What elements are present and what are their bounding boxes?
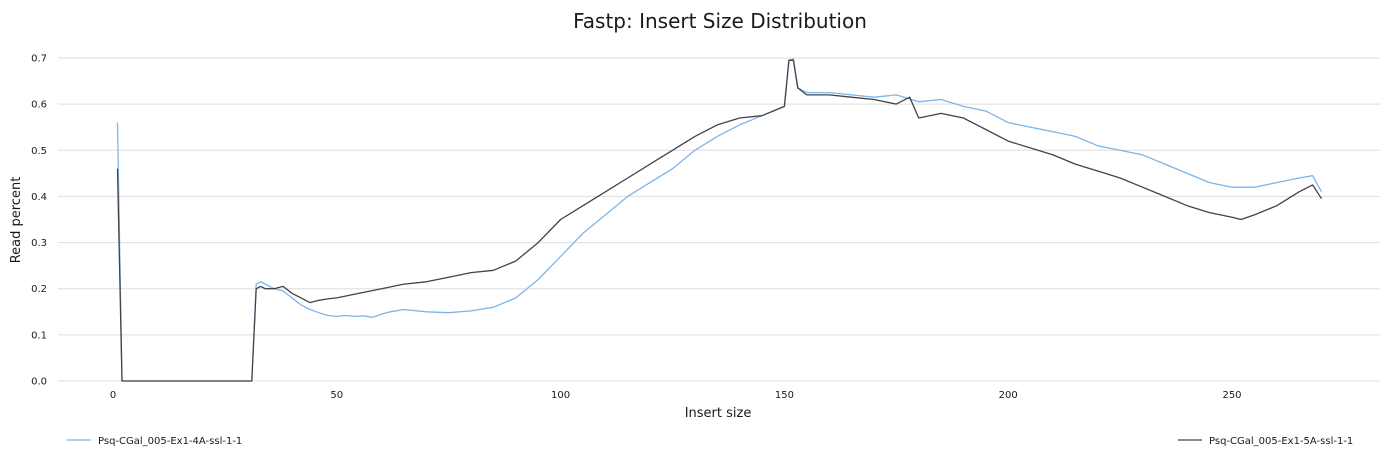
y-tick-label: 0.7 xyxy=(31,54,47,65)
legend-item-series-2[interactable]: Psq-CGal_005-Ex1-5A-ssl-1-1 xyxy=(1178,436,1353,447)
y-tick-label: 0.0 xyxy=(31,377,47,388)
y-axis-ticks: 0.0 0.1 0.2 0.3 0.4 0.5 0.6 0.7 xyxy=(31,54,47,388)
x-tick-label: 100 xyxy=(551,390,570,401)
x-axis-label: Insert size xyxy=(685,406,752,421)
series-lines xyxy=(116,58,1323,382)
x-tick-label: 150 xyxy=(775,390,794,401)
x-tick-label: 50 xyxy=(330,390,343,401)
legend-item-series-1[interactable]: Psq-CGal_005-Ex1-4A-ssl-1-1 xyxy=(67,436,242,447)
x-tick-label: 200 xyxy=(999,390,1018,401)
chart-title: Fastp: Insert Size Distribution xyxy=(573,9,867,33)
y-tick-label: 0.5 xyxy=(31,146,47,157)
y-tick-label: 0.6 xyxy=(31,100,47,111)
y-tick-label: 0.3 xyxy=(31,238,47,249)
y-tick-label: 0.2 xyxy=(31,284,47,295)
y-tick-label: 0.4 xyxy=(31,192,47,203)
series-line-1[interactable] xyxy=(116,58,1323,382)
grid-lines xyxy=(58,57,1380,382)
x-tick-label: 250 xyxy=(1222,390,1241,401)
x-tick-label: 0 xyxy=(110,390,116,401)
x-axis-ticks: 0 50 100 150 200 250 xyxy=(110,390,1242,401)
y-axis-label: Read percent xyxy=(9,177,24,264)
series-line-2[interactable] xyxy=(116,59,1323,382)
legend-label: Psq-CGal_005-Ex1-5A-ssl-1-1 xyxy=(1209,436,1353,447)
y-tick-label: 0.1 xyxy=(31,330,47,341)
legend-label: Psq-CGal_005-Ex1-4A-ssl-1-1 xyxy=(98,436,242,447)
